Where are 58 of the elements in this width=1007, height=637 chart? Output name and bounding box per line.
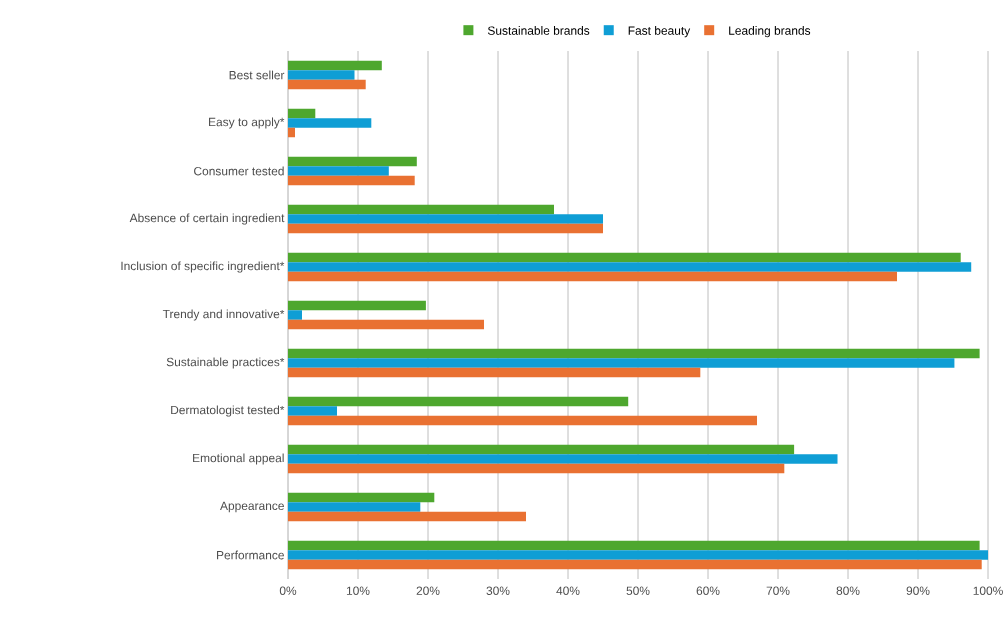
bar — [288, 319, 484, 330]
x-tick-label: 50% — [626, 586, 650, 595]
x-tick-label: 100% — [973, 586, 1003, 595]
y-tick-label: Trendy and innovative* — [162, 309, 285, 321]
x-tick-label: 70% — [766, 586, 790, 595]
bar — [288, 550, 989, 560]
bar — [288, 300, 426, 311]
bar — [288, 502, 421, 512]
x-tick-label: 80% — [836, 586, 860, 595]
x-tick-label: 30% — [486, 586, 510, 595]
bar — [288, 156, 417, 167]
y-tick-label: Best seller — [229, 70, 285, 80]
bar — [288, 406, 337, 416]
x-tick-label: 0% — [279, 586, 297, 595]
bar — [288, 348, 980, 359]
bar — [288, 79, 366, 90]
y-tick-label: Performance — [217, 550, 284, 560]
bar — [288, 559, 982, 570]
x-tick-label: 60% — [696, 586, 720, 595]
y-tick-label: Easy to apply* — [209, 117, 285, 129]
bar — [288, 454, 838, 464]
bar — [288, 70, 355, 80]
bar — [288, 166, 389, 176]
bar — [288, 358, 955, 368]
x-tick-label: 40% — [556, 586, 580, 595]
bar — [288, 492, 435, 503]
y-tick-label: Inclusion of specific ingredient* — [121, 261, 285, 273]
bar — [288, 262, 972, 272]
bar — [288, 367, 701, 378]
bar — [288, 214, 603, 224]
bar — [288, 444, 795, 455]
legend-label: Fast beauty — [628, 26, 691, 38]
bar — [288, 511, 526, 522]
bar — [288, 396, 629, 407]
bar — [288, 204, 554, 215]
bar — [288, 118, 372, 128]
bar — [288, 175, 415, 186]
bar — [288, 60, 382, 71]
bar — [288, 252, 961, 263]
legend-label: Sustainable brands — [487, 26, 590, 35]
legend-label: Leading brands — [729, 26, 811, 38]
y-tick-label: Consumer tested — [194, 166, 284, 176]
y-tick-label: Emotional appeal — [193, 453, 284, 465]
bar — [288, 540, 980, 551]
y-tick-label: Absence of certain ingredient — [129, 213, 285, 225]
x-tick-label: 20% — [416, 586, 440, 595]
bar — [288, 463, 785, 474]
y-tick-label: Appearance — [220, 501, 284, 513]
bar — [288, 310, 302, 320]
bar — [288, 271, 898, 282]
x-tick-label: 90% — [906, 586, 930, 595]
bar — [288, 415, 758, 426]
bar — [288, 127, 295, 138]
y-tick-label: Dermatologist tested* — [171, 405, 285, 417]
y-tick-label: Sustainable practices* — [166, 357, 285, 369]
bar — [288, 108, 316, 119]
x-tick-label: 10% — [346, 586, 370, 595]
bar — [288, 223, 603, 234]
